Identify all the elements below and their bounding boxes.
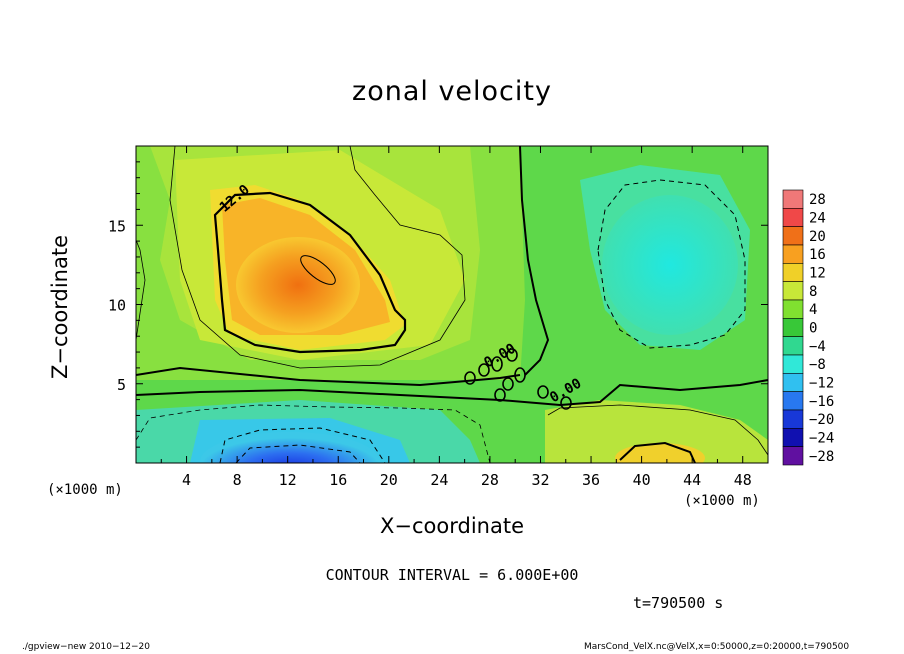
contour-blob-7	[494, 388, 506, 402]
contour-neg18	[235, 444, 361, 463]
colorbar-swatch	[782, 373, 804, 392]
velocity-field: 12.00.000.00	[136, 146, 768, 463]
colorbar-label: 28	[809, 192, 826, 208]
x-tick-label: 28	[481, 471, 499, 489]
contour-neg12	[219, 427, 386, 463]
colorbar-label: −12	[809, 376, 834, 392]
contour-6	[169, 146, 466, 369]
colorbar-swatch	[782, 336, 804, 356]
x-tick-label: 24	[430, 471, 448, 489]
contour-interval: CONTOUR INTERVAL = 6.000E+00	[325, 566, 579, 584]
colorbar-label: 0	[809, 321, 817, 337]
colorbar-swatch	[782, 281, 804, 301]
colorbar-swatch	[782, 226, 804, 246]
colorbar-label: 24	[809, 211, 826, 227]
colorbar-label: 8	[809, 284, 817, 300]
x-tick-label: 44	[683, 471, 701, 489]
y-tick-label: 15	[108, 217, 126, 235]
time-label: t=790500 s	[633, 594, 724, 612]
colorbar-swatch	[782, 391, 804, 411]
y-tick-label: 10	[108, 297, 126, 315]
y-tick-label: 5	[117, 376, 126, 394]
contour-blob-4	[506, 348, 518, 362]
colorbar-label: −28	[809, 449, 834, 465]
colorbar-label: −16	[809, 394, 834, 410]
contour-blob-5	[502, 377, 514, 391]
contour-0-vertical	[519, 146, 550, 376]
contour-12-surface	[619, 441, 696, 463]
colorbar-swatch	[782, 299, 804, 319]
x-tick-label: 48	[734, 471, 752, 489]
contour-lines	[136, 146, 768, 463]
colorbar-swatch	[782, 208, 804, 227]
colorbar-swatch	[782, 263, 804, 282]
colorbar-label: 4	[809, 302, 817, 318]
colorbar-label: 12	[809, 266, 826, 282]
x-tick-label: 12	[279, 471, 297, 489]
x-axis-unit: (×1000 m)	[684, 493, 760, 509]
contour-blob-6	[514, 367, 526, 383]
contour-blob-2	[478, 363, 490, 377]
contour-blob-8	[537, 385, 549, 399]
contour-blob-3	[491, 356, 503, 372]
colorbar-swatch	[782, 428, 804, 447]
colorbar-label: 20	[809, 229, 826, 245]
colorbar-swatch	[782, 354, 804, 374]
footer-left: ./gpview−new 2010−12−20	[22, 642, 150, 652]
negative-minimum	[200, 432, 380, 463]
x-tick-label: 8	[233, 471, 242, 489]
colorbar-label: −20	[809, 412, 834, 428]
negative-region-right	[602, 195, 738, 335]
contour-neg6	[136, 404, 491, 463]
colorbar-swatch	[782, 189, 804, 209]
chart-title: zonal velocity	[352, 76, 552, 107]
contour-0-lower	[136, 379, 768, 407]
colorbar-swatch	[782, 446, 804, 466]
contour-6-left	[136, 239, 146, 341]
contour-blob-1	[464, 371, 476, 385]
x-tick-label: 32	[531, 471, 549, 489]
contour-18	[300, 255, 336, 285]
colorbar-label: −4	[809, 339, 826, 355]
y-axis-unit: (×1000 m)	[47, 482, 123, 498]
colorbar-swatch	[782, 409, 804, 429]
contour-blob-9	[560, 396, 572, 410]
colorbar-swatch	[782, 318, 804, 337]
contour-12	[213, 191, 407, 354]
x-tick-label: 20	[380, 471, 398, 489]
colorbar-label: −8	[809, 357, 826, 373]
x-tick-label: 36	[582, 471, 600, 489]
x-tick-label: 40	[633, 471, 651, 489]
contour-0-upper	[136, 366, 521, 387]
contour-6-surface	[547, 404, 768, 456]
colorbar-swatch	[782, 244, 804, 264]
x-tick-label: 16	[329, 471, 347, 489]
footer-right: MarsCond_VelX.nc@VelX,x=0:50000,z=0:2000…	[584, 642, 850, 652]
colorbar-label: 16	[809, 247, 826, 263]
x-tick-label: 4	[182, 471, 191, 489]
surface-positive-max	[615, 443, 705, 463]
positive-maximum	[236, 237, 360, 333]
x-axis-label: X−coordinate	[380, 514, 524, 538]
colorbar: 28 24 20 16 12 8 4 0 −4 −8 −12 −16 −20 −24 −28	[782, 189, 834, 466]
colorbar-label: −24	[809, 431, 834, 447]
field-surface-positive	[545, 400, 768, 463]
